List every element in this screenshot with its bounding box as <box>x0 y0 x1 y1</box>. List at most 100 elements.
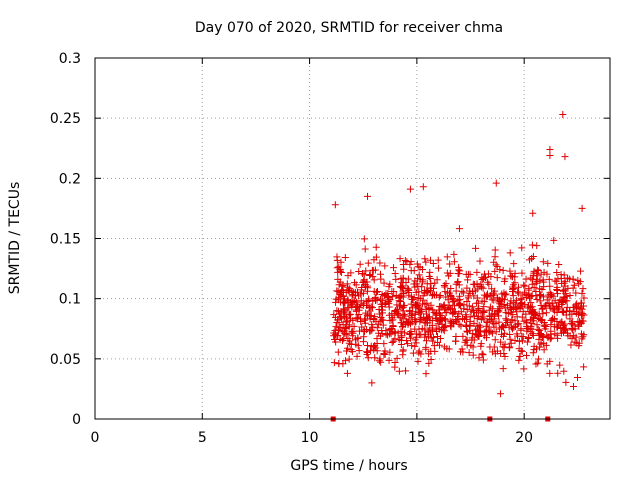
data-point <box>574 311 582 319</box>
data-point <box>376 259 384 267</box>
data-point <box>433 332 441 340</box>
grid-lines <box>95 58 610 419</box>
data-point <box>525 256 533 264</box>
data-point <box>397 340 405 348</box>
data-point <box>397 328 405 336</box>
data-point <box>445 272 453 280</box>
data-point <box>579 285 587 293</box>
data-point <box>430 342 438 350</box>
x-tick-label: 15 <box>408 430 426 446</box>
data-point <box>363 301 371 309</box>
data-point <box>510 285 518 293</box>
data-point <box>421 255 429 263</box>
data-point <box>446 260 454 268</box>
data-point <box>403 337 411 345</box>
data-point <box>364 354 372 362</box>
data-point <box>514 321 522 329</box>
data-point <box>506 267 514 275</box>
data-point <box>450 250 458 258</box>
data-point <box>533 272 541 280</box>
data-point <box>354 335 362 343</box>
data-point <box>461 315 469 323</box>
chart-title: Day 070 of 2020, SRMTID for receiver chm… <box>195 20 503 36</box>
data-point <box>343 369 351 377</box>
data-point <box>509 325 517 333</box>
data-point <box>455 310 463 318</box>
data-point <box>469 287 477 295</box>
data-point <box>344 283 352 291</box>
data-point <box>553 283 561 291</box>
data-point <box>355 347 363 355</box>
data-point <box>366 347 374 355</box>
data-point <box>495 318 503 326</box>
data-point <box>514 283 522 291</box>
data-point <box>395 367 403 375</box>
data-point <box>502 315 510 323</box>
data-point <box>455 281 463 289</box>
data-point <box>330 359 338 367</box>
data-point <box>364 192 372 200</box>
data-point <box>522 352 530 360</box>
data-point <box>413 280 421 288</box>
data-point <box>364 259 372 267</box>
data-point <box>421 333 429 341</box>
data-point <box>419 183 427 191</box>
data-point <box>389 323 397 331</box>
data-point <box>547 321 555 329</box>
data-point <box>472 244 480 252</box>
data-point <box>536 297 544 305</box>
data-point <box>530 342 538 350</box>
data-point <box>459 332 467 340</box>
data-point <box>515 320 523 328</box>
data-points <box>330 111 588 422</box>
y-axis-label: SRMTID / TECUs <box>7 182 23 295</box>
data-point <box>445 345 453 353</box>
data-point <box>576 317 584 325</box>
y-tick-label: 0.15 <box>50 232 81 248</box>
data-point <box>508 323 516 331</box>
data-point <box>349 329 357 337</box>
data-point <box>381 292 389 300</box>
data-point <box>411 336 419 344</box>
data-point <box>449 298 457 306</box>
data-point <box>399 275 407 283</box>
data-point <box>518 269 526 277</box>
data-point <box>515 289 523 297</box>
data-point <box>511 337 519 345</box>
data-point <box>473 280 481 288</box>
data-point <box>539 293 547 301</box>
data-point <box>380 350 388 358</box>
data-point <box>459 348 467 356</box>
data-point <box>469 330 477 338</box>
data-point <box>373 324 381 332</box>
data-point <box>465 349 473 357</box>
data-point <box>529 209 537 217</box>
data-point <box>553 331 561 339</box>
data-point <box>566 315 574 323</box>
data-point <box>355 268 363 276</box>
data-point <box>429 337 437 345</box>
data-point <box>559 298 567 306</box>
data-point <box>532 360 540 368</box>
data-point <box>447 323 455 331</box>
data-point <box>362 267 370 275</box>
data-point <box>561 153 569 161</box>
data-point <box>577 311 585 319</box>
data-point <box>414 263 422 271</box>
data-point <box>422 343 430 351</box>
data-point <box>478 350 486 358</box>
y-tick-label: 0.3 <box>59 51 81 67</box>
data-point <box>567 319 575 327</box>
data-point <box>416 309 424 317</box>
data-point <box>502 321 510 329</box>
data-point <box>379 306 387 314</box>
data-point <box>533 321 541 329</box>
data-point <box>479 284 487 292</box>
plot-frame <box>94 57 611 420</box>
data-point <box>563 303 571 311</box>
data-point <box>441 283 449 291</box>
data-point <box>569 326 577 334</box>
data-point <box>442 309 450 317</box>
data-point <box>401 312 409 320</box>
data-point <box>407 334 415 342</box>
